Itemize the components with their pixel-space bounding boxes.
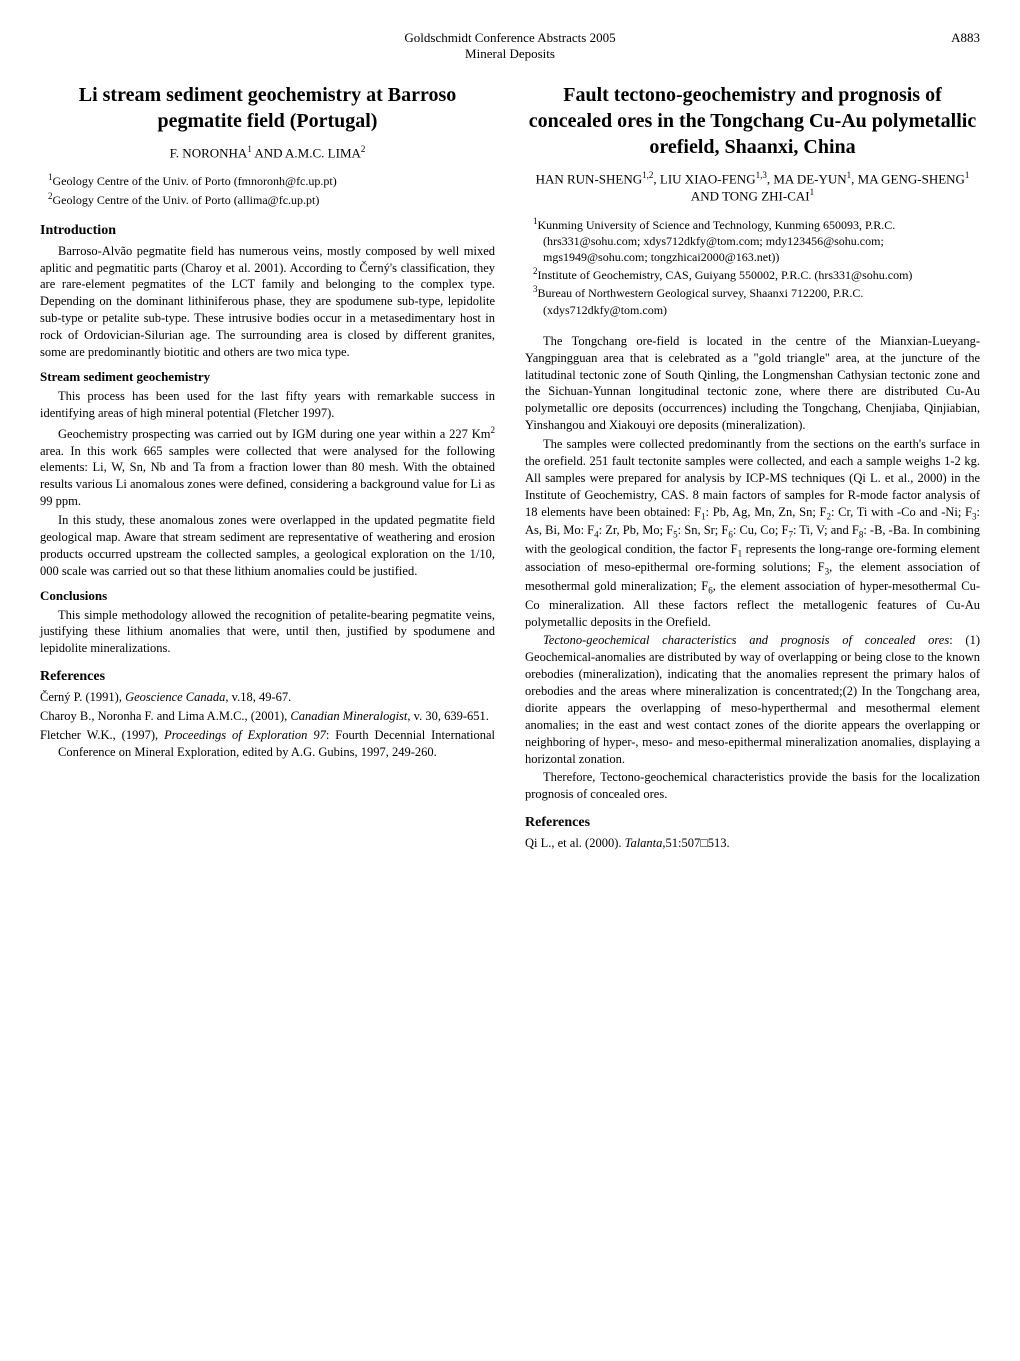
body-paragraph: Geochemistry prospecting was carried out… [40,424,495,511]
reference-item: Qi L., et al. (2000). Talanta,51:507□513… [525,835,980,852]
affiliation-item: 2Geology Centre of the Univ. of Porto (a… [40,190,495,208]
right-paper-title: Fault tectono-geochemistry and prognosis… [525,82,980,160]
header-line-2: Mineral Deposits [40,46,980,62]
affiliation-item: 3Bureau of Northwestern Geological surve… [525,283,980,317]
subsection-heading-conclusions: Conclusions [40,588,495,604]
conference-header: Goldschmidt Conference Abstracts 2005 Mi… [40,30,980,62]
affiliation-item: 2Institute of Geochemistry, CAS, Guiyang… [525,265,980,283]
body-paragraph: Tectono-geochemical characteristics and … [525,632,980,767]
right-column: Fault tectono-geochemistry and prognosis… [525,82,980,854]
page-number: A883 [951,30,980,46]
references-heading: References [525,815,980,831]
reference-item: Charoy B., Noronha F. and Lima A.M.C., (… [40,708,495,725]
header-line-1: Goldschmidt Conference Abstracts 2005 [40,30,980,46]
two-column-layout: Li stream sediment geochemistry at Barro… [40,82,980,854]
left-authors: F. NORONHA1 AND A.M.C. LIMA2 [40,144,495,161]
right-authors: HAN RUN-SHENG1,2, LIU XIAO-FENG1,3, MA D… [525,170,980,205]
left-paper-title: Li stream sediment geochemistry at Barro… [40,82,495,134]
reference-item: Fletcher W.K., (1997), Proceedings of Ex… [40,727,495,761]
subsection-heading-stream: Stream sediment geochemistry [40,369,495,385]
left-column: Li stream sediment geochemistry at Barro… [40,82,495,854]
reference-item: Černý P. (1991), Geoscience Canada, v.18… [40,689,495,706]
body-paragraph: In this study, these anomalous zones wer… [40,512,495,580]
affiliation-item: 1Kunming University of Science and Techn… [525,215,980,266]
left-affiliations: 1Geology Centre of the Univ. of Porto (f… [40,171,495,207]
body-paragraph: The samples were collected predominantly… [525,436,980,630]
body-paragraph: Therefore, Tectono-geochemical character… [525,769,980,803]
body-paragraph: The Tongchang ore-field is located in th… [525,333,980,434]
body-paragraph: This simple methodology allowed the reco… [40,607,495,658]
body-paragraph: This process has been used for the last … [40,388,495,422]
section-heading-introduction: Introduction [40,223,495,239]
references-heading: References [40,669,495,685]
affiliation-item: 1Geology Centre of the Univ. of Porto (f… [40,171,495,189]
body-paragraph: Barroso-Alvão pegmatite field has numero… [40,243,495,361]
right-affiliations: 1Kunming University of Science and Techn… [525,215,980,318]
